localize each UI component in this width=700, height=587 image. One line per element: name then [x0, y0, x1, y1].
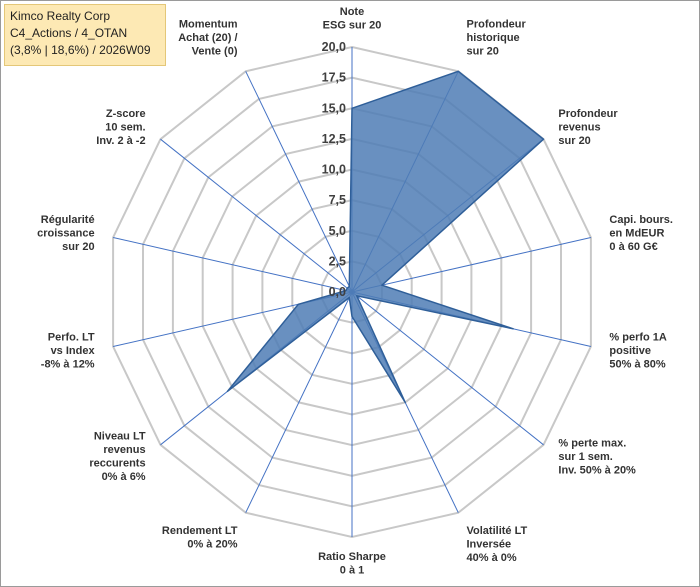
tick-label: 12,5 [322, 132, 346, 146]
tick-label: 0,0 [329, 285, 346, 299]
axis-label: Capi. bours. en MdEUR 0 à 60 G€ [609, 214, 673, 253]
axis-label: Z-score 10 sem. Inv. 2 à -2 [96, 108, 145, 147]
tick-label: 7,5 [329, 193, 346, 207]
axis-label: % perfo 1A positive 50% à 80% [609, 332, 667, 371]
axis-label: % perte max. sur 1 sem. Inv. 50% à 20% [558, 437, 636, 476]
axis-label: Ratio Sharpe 0 à 1 [318, 551, 386, 577]
axis-spoke [160, 138, 353, 293]
radar-axis-labels: Note ESG sur 20 Profondeur historique sur 20… [37, 6, 673, 577]
portfolio-category: C4_Actions / 4_OTAN [10, 26, 128, 40]
axis-spoke [245, 71, 353, 293]
tick-label: 5,0 [329, 224, 346, 238]
radar-tick-labels: 0,0 2,5 5,0 7,5 10,0 12,5 15,0 17,5 20,0 [322, 40, 346, 299]
axis-label: Régularité croissance sur 20 [37, 214, 94, 253]
axis-label: Note ESG sur 20 [323, 6, 382, 32]
axis-label: Profondeur revenus sur 20 [558, 108, 618, 147]
axis-label: Profondeur historique sur 20 [467, 19, 527, 58]
radar-series [226, 70, 545, 404]
tick-label: 17,5 [322, 71, 346, 85]
axis-label: Perfo. LT vs Index -8% à 12% [41, 332, 96, 371]
tick-label: 15,0 [322, 101, 346, 115]
axis-label: Volatilité LT Inversée 40% à 0% [467, 525, 528, 564]
series-area [226, 70, 545, 404]
axis-label: Niveau LT revenus reccurents 0% à 6% [89, 431, 146, 484]
chart-title-box: Kimco Realty Corp C4_Actions / 4_OTAN (3… [4, 4, 166, 66]
performance-period: (3,8% | 18,6%) / 2026W09 [10, 43, 151, 57]
axis-spoke [351, 291, 544, 446]
tick-label: 20,0 [322, 40, 346, 54]
tick-label: 2,5 [329, 254, 346, 268]
axis-spoke [351, 237, 592, 293]
tick-label: 10,0 [322, 163, 346, 177]
company-name: Kimco Realty Corp [10, 9, 111, 23]
axis-spoke [245, 291, 353, 513]
axis-label: Momentum Achat (20) / Vente (0) [178, 19, 238, 58]
axis-spoke [112, 237, 353, 293]
axis-label: Rendement LT 0% à 20% [162, 525, 238, 551]
